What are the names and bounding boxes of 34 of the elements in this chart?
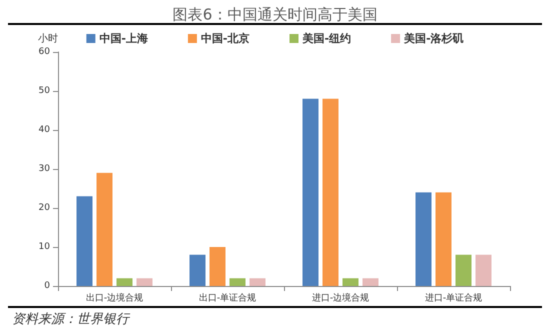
bar (342, 278, 358, 286)
legend-label: 中国-上海 (99, 32, 148, 45)
x-tick-label: 出口-单证合规 (198, 292, 256, 304)
bar (136, 278, 152, 286)
y-tick-label: 50 (38, 86, 50, 96)
bar (190, 254, 206, 286)
bar (76, 196, 92, 286)
y-tick-label: 40 (38, 125, 50, 135)
x-tick-label: 出口-边境合规 (86, 292, 144, 304)
y-tick-label: 10 (38, 242, 50, 252)
bar (96, 172, 112, 286)
y-tick-label: 20 (38, 203, 50, 213)
y-axis-title: 小时 (38, 32, 58, 44)
bar (210, 247, 226, 286)
bar (230, 278, 246, 286)
bar (416, 192, 432, 286)
y-tick-label: 60 (38, 47, 50, 57)
y-tick-label: 0 (44, 281, 50, 291)
bar (302, 98, 318, 286)
bar (456, 254, 472, 286)
bar (436, 192, 452, 286)
y-tick-label: 30 (38, 164, 50, 174)
bar (362, 278, 378, 286)
x-tick-label: 进口-边境合规 (312, 292, 370, 304)
bar (476, 254, 492, 286)
legend-label: 美国-纽约 (302, 32, 352, 45)
legend-label: 美国-洛杉矶 (403, 32, 464, 45)
bar (116, 278, 132, 286)
bar (250, 278, 266, 286)
bar (322, 98, 338, 286)
text: 资料来源：世界银行 (12, 311, 129, 328)
chart-title: 图表6：中国通关时间高于美国 (172, 6, 378, 24)
legend-label: 中国-北京 (200, 32, 250, 45)
x-tick-label: 进口-单证合规 (424, 292, 482, 304)
